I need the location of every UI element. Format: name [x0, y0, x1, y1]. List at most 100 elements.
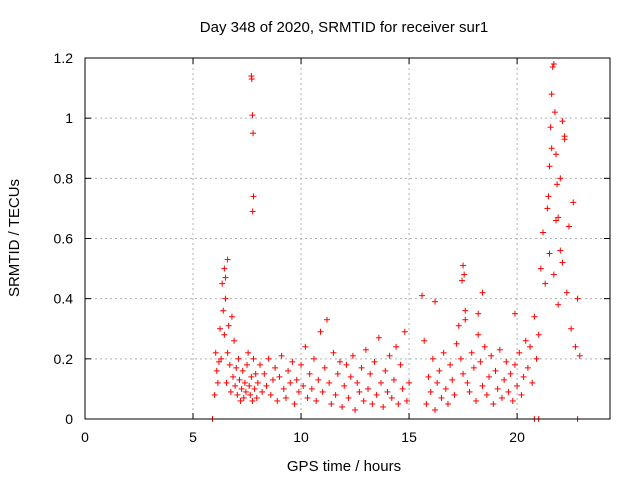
data-point: [352, 406, 359, 413]
data-point: [221, 265, 228, 272]
data-point: [462, 307, 469, 314]
data-point: [568, 325, 575, 332]
data-point: [239, 367, 246, 374]
data-point: [401, 328, 408, 335]
data-point: [212, 349, 219, 356]
data-point: [468, 349, 475, 356]
data-point: [217, 325, 224, 332]
grid: [85, 58, 610, 419]
data-point: [293, 376, 300, 383]
data-point: [501, 376, 508, 383]
data-point: [486, 373, 493, 380]
y-tick-label: 0.2: [54, 351, 74, 367]
data-point: [311, 355, 318, 362]
data-point: [248, 76, 255, 83]
y-tick-label: 0: [65, 411, 73, 427]
data-point: [349, 352, 356, 359]
data-point: [479, 382, 486, 389]
data-point: [444, 400, 451, 407]
data-point: [554, 181, 561, 188]
data-point: [425, 373, 432, 380]
data-point: [544, 205, 551, 212]
data-point: [339, 403, 346, 410]
data-point: [419, 292, 426, 299]
data-point: [253, 394, 260, 401]
data-point: [518, 391, 525, 398]
data-point: [237, 397, 244, 404]
data-point: [224, 256, 231, 263]
x-axis-title: GPS time / hours: [287, 458, 401, 475]
data-point: [524, 364, 531, 371]
data-point: [533, 355, 540, 362]
y-tick-label: 0.8: [54, 170, 74, 186]
data-point: [242, 388, 249, 395]
data-point: [442, 385, 449, 392]
data-point: [321, 364, 328, 371]
data-point: [276, 373, 283, 380]
data-point: [371, 358, 378, 365]
data-point: [222, 274, 229, 281]
data-point: [460, 262, 467, 269]
data-point: [247, 391, 254, 398]
data-point: [257, 361, 263, 368]
data-point: [347, 373, 354, 380]
data-point: [224, 349, 231, 356]
data-point: [576, 352, 583, 359]
data-point: [211, 391, 218, 398]
data-point: [291, 400, 298, 407]
data-point: [308, 385, 315, 392]
data-point: [498, 394, 505, 401]
data-point: [236, 376, 243, 383]
data-point: [313, 397, 320, 404]
data-point: [490, 400, 497, 407]
data-point: [503, 358, 510, 365]
data-point: [455, 322, 462, 329]
data-point: [369, 400, 376, 407]
data-point: [542, 280, 549, 287]
y-tick-label: 1: [65, 110, 73, 126]
data-point: [354, 379, 361, 386]
data-point: [432, 406, 438, 413]
data-point: [438, 394, 445, 401]
data-point: [570, 199, 577, 206]
data-point: [511, 361, 518, 368]
data-point: [228, 313, 235, 320]
data-point: [285, 367, 292, 374]
data-point: [223, 379, 230, 386]
data-point: [278, 352, 285, 359]
data-point: [249, 208, 256, 215]
data-point: [240, 394, 247, 401]
data-point: [386, 352, 393, 359]
data-point: [358, 364, 365, 371]
data-point: [246, 382, 253, 389]
data-point: [244, 361, 251, 368]
data-point: [466, 388, 473, 395]
data-point: [341, 382, 348, 389]
data-point: [235, 355, 242, 362]
data-point: [552, 217, 559, 224]
data-point: [574, 295, 581, 302]
data-point: [261, 370, 268, 377]
data-point: [362, 346, 369, 353]
data-point: [390, 376, 397, 383]
data-point: [222, 295, 229, 302]
data-point: [274, 397, 281, 404]
data-point: [483, 391, 490, 398]
y-tick-label: 1.2: [54, 50, 74, 66]
data-point: [328, 400, 335, 407]
data-point: [453, 340, 460, 347]
data-point: [250, 355, 257, 362]
data-point: [300, 382, 307, 389]
data-point: [384, 388, 391, 395]
data-point: [522, 337, 529, 344]
x-tick-label: 10: [293, 429, 309, 445]
data-point: [464, 379, 471, 386]
data-point: [330, 349, 337, 356]
data-point: [304, 394, 311, 401]
data-point: [537, 265, 544, 272]
data-point: [220, 307, 227, 314]
data-point: [509, 397, 516, 404]
data-point: [375, 334, 382, 341]
data-point: [317, 328, 324, 335]
data-point: [481, 343, 488, 350]
